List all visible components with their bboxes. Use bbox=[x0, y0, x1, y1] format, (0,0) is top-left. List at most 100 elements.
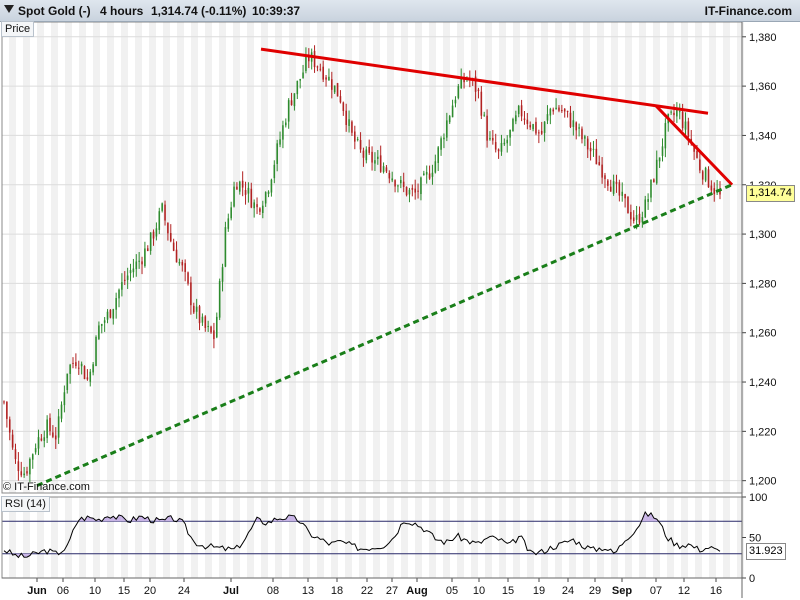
candle-body bbox=[497, 149, 500, 152]
trendlines bbox=[36, 47, 734, 487]
candle-body bbox=[526, 119, 529, 124]
candle-body bbox=[506, 139, 509, 144]
day-stripe bbox=[569, 497, 576, 578]
candle-body bbox=[509, 129, 511, 138]
candle-body bbox=[106, 311, 109, 320]
x-tick-label: 24 bbox=[562, 585, 574, 597]
day-stripe bbox=[149, 497, 156, 578]
pane-borders bbox=[1, 21, 743, 598]
day-stripe bbox=[485, 22, 492, 493]
candle-body bbox=[693, 145, 695, 152]
candle-body bbox=[103, 320, 106, 323]
x-tick-label: 29 bbox=[589, 585, 601, 597]
day-stripe bbox=[219, 497, 226, 578]
candle-body bbox=[572, 120, 575, 127]
day-stripe bbox=[51, 22, 58, 493]
day-stripe bbox=[37, 497, 44, 578]
candle-body bbox=[351, 121, 353, 133]
candle-body bbox=[558, 107, 560, 111]
candle-body bbox=[615, 181, 618, 184]
candle-body bbox=[540, 130, 543, 134]
candle-body bbox=[563, 108, 566, 112]
day-stripe bbox=[205, 497, 212, 578]
x-tick-label: 22 bbox=[361, 585, 373, 597]
candle-body bbox=[365, 149, 368, 161]
candle-body bbox=[75, 362, 77, 366]
x-tick-label: 16 bbox=[710, 585, 722, 597]
candle-body bbox=[440, 138, 442, 150]
day-stripe bbox=[639, 497, 646, 578]
day-stripe bbox=[275, 497, 282, 578]
day-stripe bbox=[499, 497, 506, 578]
candle-body bbox=[394, 180, 396, 187]
candle-body bbox=[684, 121, 687, 130]
candle-body bbox=[52, 432, 54, 437]
day-stripe bbox=[275, 22, 282, 493]
day-stripe bbox=[177, 22, 184, 493]
day-stripe bbox=[555, 22, 562, 493]
day-stripe bbox=[107, 22, 114, 493]
day-stripe bbox=[65, 497, 72, 578]
candle-body bbox=[92, 364, 94, 373]
candle-body bbox=[661, 146, 664, 156]
candle-body bbox=[503, 142, 506, 145]
candle-body bbox=[538, 132, 540, 134]
x-tick-label: 15 bbox=[502, 585, 514, 597]
day-stripe bbox=[345, 22, 352, 493]
day-stripe bbox=[79, 22, 86, 493]
candle-body bbox=[678, 111, 681, 113]
copyright-text: © IT-Finance.com bbox=[3, 481, 90, 493]
day-stripe bbox=[135, 497, 142, 578]
x-tick-label: 08 bbox=[267, 585, 279, 597]
candle-body bbox=[483, 114, 486, 116]
candle-body bbox=[486, 115, 488, 141]
candle-body bbox=[411, 187, 414, 190]
candle-body bbox=[515, 115, 517, 122]
candle-body bbox=[561, 109, 563, 112]
candle-body bbox=[676, 109, 678, 117]
candle-body bbox=[57, 416, 60, 438]
candle-body bbox=[707, 169, 710, 188]
day-stripe bbox=[513, 22, 520, 493]
day-stripe bbox=[653, 22, 660, 493]
day-stripe bbox=[695, 22, 702, 493]
menu-triangle-icon[interactable] bbox=[4, 5, 14, 13]
x-tick-label: 07 bbox=[650, 585, 662, 597]
candle-body bbox=[523, 118, 526, 120]
candle-body bbox=[604, 175, 606, 180]
price-tick-label: 1,340 bbox=[749, 130, 777, 142]
x-tick-label: 05 bbox=[446, 585, 458, 597]
day-stripe bbox=[583, 22, 590, 493]
day-stripe bbox=[121, 22, 128, 493]
rsi-pane-title: RSI (14) bbox=[1, 496, 50, 512]
candle-body bbox=[83, 366, 86, 380]
day-stripe bbox=[121, 497, 128, 578]
last-price-badge: 1,314.74 bbox=[746, 185, 795, 202]
x-tick-label: 10 bbox=[89, 585, 101, 597]
candle-body bbox=[520, 105, 523, 117]
candle-body bbox=[215, 316, 218, 338]
candle-body bbox=[267, 191, 270, 194]
brand-label: IT-Finance.com bbox=[704, 4, 792, 18]
candle-body bbox=[146, 248, 149, 251]
candle-body bbox=[54, 435, 57, 440]
candle-body bbox=[218, 281, 221, 318]
candle-body bbox=[115, 297, 117, 310]
candle-body bbox=[328, 76, 330, 81]
day-stripe bbox=[513, 497, 520, 578]
candle-body bbox=[377, 156, 379, 159]
timeframe: 4 hours bbox=[100, 4, 144, 18]
candle-body bbox=[618, 182, 621, 196]
day-stripe bbox=[611, 497, 618, 578]
x-tick-label: Sep bbox=[612, 585, 632, 597]
candle-body bbox=[710, 185, 713, 191]
candle-body bbox=[192, 305, 195, 313]
candle-body bbox=[230, 207, 232, 219]
candle-body bbox=[448, 116, 451, 123]
candle-body bbox=[155, 228, 158, 237]
candle-body bbox=[8, 419, 11, 433]
candle-body bbox=[494, 142, 497, 150]
candle-body bbox=[126, 275, 129, 280]
rsi-tick-label: 100 bbox=[749, 492, 767, 504]
